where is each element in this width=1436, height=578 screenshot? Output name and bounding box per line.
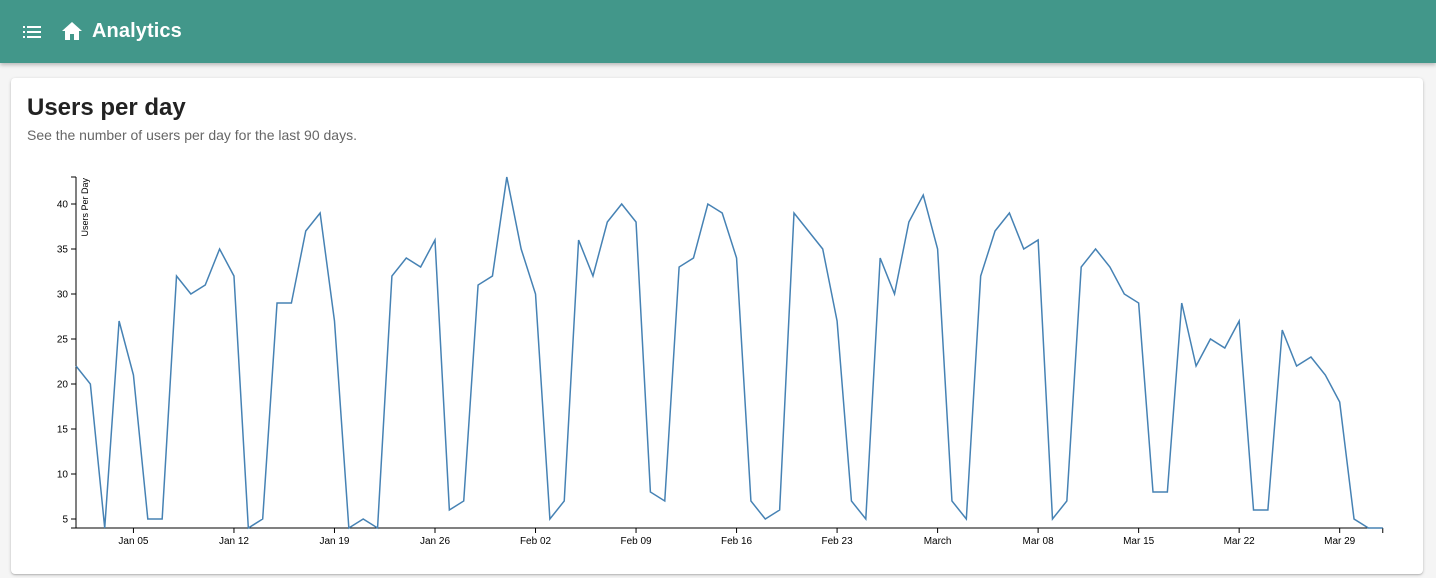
x-tick-label: Feb 09 [620,536,652,547]
x-tick-label: Mar 22 [1224,536,1256,547]
card-subtitle: See the number of users per day for the … [27,127,357,143]
y-tick-label: 25 [57,335,69,346]
home-icon [62,22,82,40]
x-tick-label: Feb 16 [721,536,753,547]
users-per-day-line [75,176,1383,530]
y-tick-label: 15 [57,425,69,436]
app-bar: Analytics [0,0,1436,63]
x-tick-label: Jan 12 [219,536,249,547]
y-tick-label: 40 [57,200,69,211]
y-tick-label: 5 [62,515,68,526]
home-button[interactable] [60,19,84,43]
x-tick-label: March [924,536,952,547]
card-title: Users per day [27,94,186,121]
y-tick-label: 20 [57,380,69,391]
x-tick-label: Mar 08 [1023,536,1055,547]
x-tick-label: Jan 19 [319,536,349,547]
y-tick-label: 35 [57,245,69,256]
x-tick-label: Feb 23 [822,536,854,547]
users-per-day-chart: 5 10 15 20 25 30 35 40 Users Per Day Jan 05 Jan 12… [57,176,1384,547]
y-axis-title: Users Per Day [80,178,90,237]
menu-button[interactable] [20,21,44,43]
x-tick-label: Mar 29 [1324,536,1356,547]
x-tick-label: Mar 15 [1123,536,1155,547]
x-tick-label: Jan 26 [420,536,450,547]
y-tick-label: 10 [57,470,69,481]
x-tick-label: Feb 02 [520,536,552,547]
y-tick-label: 30 [57,290,69,301]
app-title: Analytics [92,20,182,42]
x-tick-label: Jan 05 [118,536,148,547]
list-icon [23,26,41,38]
users-per-day-card: Users per day See the number of users pe… [11,78,1423,574]
